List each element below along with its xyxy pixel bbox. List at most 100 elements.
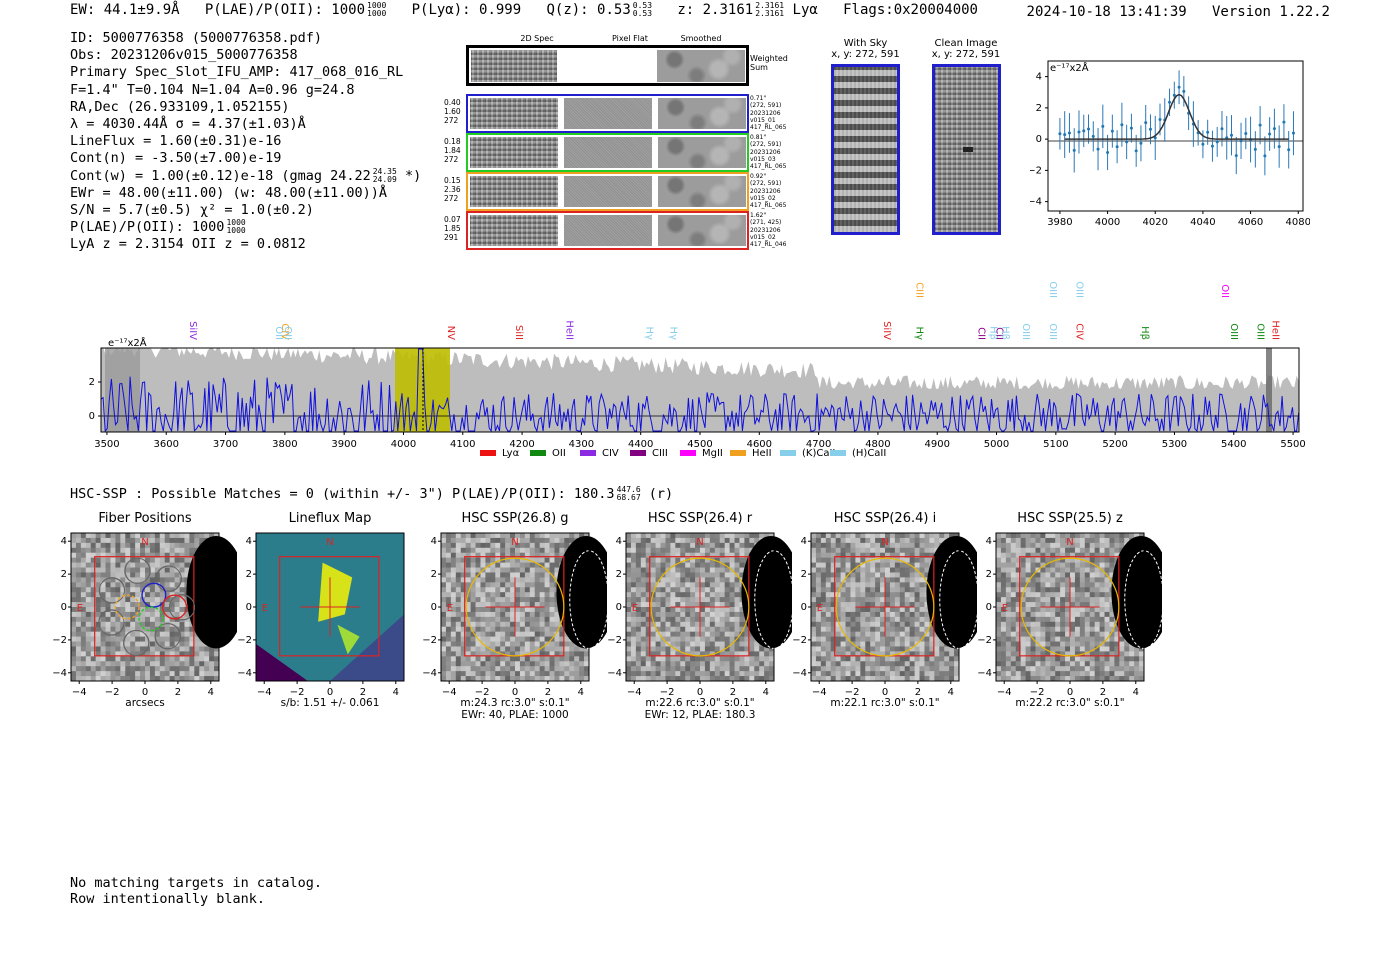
cutout-pixel: [655, 656, 661, 662]
cutout-pixel: [519, 582, 526, 588]
cutout-pixel: [1104, 537, 1110, 544]
cutout-pixel: [700, 567, 706, 573]
cutout-pixel: [515, 671, 521, 677]
cutout-pixel: [1139, 661, 1145, 667]
cutout-pixel: [455, 661, 462, 667]
cutout-pixel: [655, 547, 661, 554]
cutout-pixel: [665, 626, 671, 632]
cutout-pixel: [835, 537, 841, 544]
cutout-pixel: [914, 557, 920, 563]
cutout-pixel: [685, 602, 691, 608]
cutout-pixel: [485, 641, 491, 647]
cutout-pixel: [110, 646, 116, 652]
cutout-pixel: [690, 562, 696, 568]
cutout-pixel: [675, 661, 681, 667]
cutout-pixel: [655, 616, 661, 623]
cutout-pixel: [660, 602, 666, 608]
cutout-pixel: [1040, 616, 1046, 623]
cutout-pixel: [655, 597, 661, 603]
cutout-pixel: [480, 542, 486, 549]
cutout-pixel: [140, 547, 146, 554]
cutout-pixel: [579, 666, 585, 672]
legend-label: (K)CaII: [802, 448, 835, 459]
cutout-pixel: [450, 607, 457, 613]
cutout-pixel: [539, 547, 545, 554]
cutout-pixel: [1084, 572, 1091, 578]
cutout-pixel: [626, 611, 632, 618]
cutout-pixel: [924, 607, 930, 613]
cutout-pixel: [445, 592, 452, 598]
cutout-pixel: [865, 597, 871, 603]
cutout-pixel: [690, 626, 696, 632]
cutout-pixel: [441, 666, 447, 672]
cutout-pixel: [645, 607, 651, 613]
cutout-pixel: [675, 607, 681, 613]
cutout-pixel: [845, 661, 851, 667]
cutout-pixel: [174, 666, 180, 672]
cutout-pixel: [1060, 616, 1066, 623]
cutout-pixel: [529, 562, 536, 568]
cutout-pixel: [1070, 621, 1076, 628]
cutout-pixel: [450, 651, 457, 657]
cutout-pixel: [645, 552, 651, 558]
cutout-pixel: [184, 533, 190, 539]
cutout-pixel: [80, 537, 87, 544]
cutout-pixel: [860, 611, 866, 618]
cutout-pixel: [855, 646, 861, 652]
cutout-pixel: [709, 587, 716, 593]
cutout-pixel: [470, 661, 476, 667]
cutout-pixel: [830, 676, 836, 682]
cutout-pixel: [1104, 557, 1110, 563]
cutout-pixel: [485, 646, 491, 652]
cutout-pixel: [534, 646, 540, 652]
cutout-pixel: [204, 651, 210, 657]
cutout-pixel: [579, 676, 585, 682]
cutout-pixel: [1074, 547, 1081, 554]
hsc-xtick-label: 4: [763, 687, 769, 698]
line-marker-label: Hγ: [644, 327, 655, 341]
cutout-pixel: [626, 671, 632, 677]
cutout-pixel: [830, 616, 836, 623]
cutout-pixel: [1060, 626, 1066, 632]
cutout-pixel: [645, 542, 651, 549]
cutout-pixel: [855, 552, 861, 558]
cutout-pixel: [860, 626, 866, 632]
cutout-pixel: [519, 542, 526, 549]
cutout-pixel: [739, 661, 745, 667]
cutout-pixel: [1015, 567, 1021, 573]
cutout-pixel: [184, 621, 190, 628]
cutout-pixel: [519, 567, 526, 573]
cutout-pixel: [889, 592, 896, 598]
cutout-pixel: [670, 552, 676, 558]
zoom-xtick-label: 3980: [1047, 217, 1072, 228]
cutout-pixel: [140, 641, 146, 647]
cutout-pixel: [125, 621, 131, 628]
cutout-pixel: [724, 611, 730, 618]
cutout-pixel: [534, 626, 540, 632]
hsc-ytick-label: −4: [238, 668, 252, 679]
cutout-pixel: [880, 537, 886, 544]
cutout-pixel: [90, 636, 96, 642]
cutout-pixel: [894, 587, 901, 593]
cutout-pixel: [125, 533, 131, 539]
cutout-pixel: [660, 621, 666, 628]
cutout-pixel: [115, 537, 121, 544]
cutout-pixel: [490, 557, 496, 563]
cutout-pixel: [709, 567, 716, 573]
cutout-pixel: [441, 577, 447, 583]
cutout-pixel: [650, 621, 656, 628]
fiber-row-stats: 0.15 2.36 272: [444, 176, 466, 203]
cutout-pixel: [71, 567, 77, 573]
fiber-stat: 272: [444, 155, 459, 164]
cutout-pixel: [515, 602, 521, 608]
cutout-pixel: [455, 616, 462, 623]
hsc-xtick-label: −4: [72, 687, 87, 698]
fiber-row-meta: 0.92" (272, 591) 20231206 v015_02 417_RL_065: [750, 173, 805, 209]
cutout-pixel: [719, 621, 725, 628]
cutout-pixel: [485, 537, 491, 544]
cutout-pixel: [1084, 587, 1091, 593]
cutout-pixel: [855, 651, 861, 657]
cutout-pixel: [1124, 671, 1130, 677]
cutout-pixel: [1015, 602, 1021, 608]
zoom-xtick-label: 4060: [1238, 217, 1263, 228]
